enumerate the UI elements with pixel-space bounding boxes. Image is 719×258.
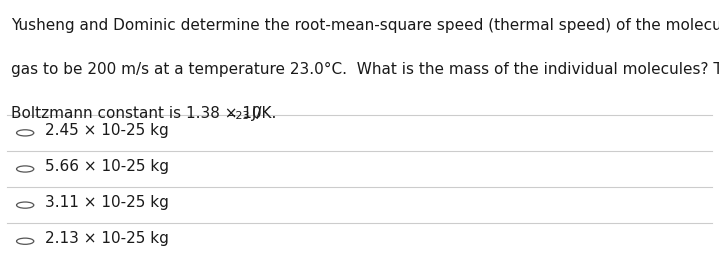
Text: 2.13 × 10-25 kg: 2.13 × 10-25 kg (45, 231, 168, 246)
Text: −23: −23 (226, 111, 250, 122)
Text: 5.66 × 10-25 kg: 5.66 × 10-25 kg (45, 159, 168, 174)
Text: gas to be 200 m/s at a temperature 23.0°C.  What is the mass of the individual m: gas to be 200 m/s at a temperature 23.0°… (11, 62, 719, 77)
Text: Boltzmann constant is 1.38 × 10: Boltzmann constant is 1.38 × 10 (11, 106, 262, 121)
Text: Yusheng and Dominic determine the root-mean-square speed (thermal speed) of the : Yusheng and Dominic determine the root-m… (11, 18, 719, 33)
Text: 3.11 × 10-25 kg: 3.11 × 10-25 kg (45, 195, 168, 210)
Text: 2.45 × 10-25 kg: 2.45 × 10-25 kg (45, 123, 168, 138)
Text: J/K.: J/K. (247, 106, 276, 121)
